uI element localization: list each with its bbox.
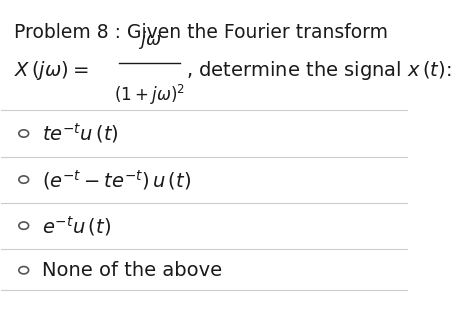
Text: , determine the signal $x\,(t)$:: , determine the signal $x\,(t)$: (186, 59, 451, 82)
Text: $X\,(j\omega) = $: $X\,(j\omega) = $ (14, 59, 88, 82)
Text: None of the above: None of the above (42, 261, 222, 280)
Text: $te^{-t}u\,(t)$: $te^{-t}u\,(t)$ (42, 122, 118, 145)
Text: $(e^{-t} - te^{-t})\,u\,(t)$: $(e^{-t} - te^{-t})\,u\,(t)$ (42, 168, 191, 192)
Text: $j\omega$: $j\omega$ (138, 29, 161, 51)
Text: Problem 8 : Given the Fourier transform: Problem 8 : Given the Fourier transform (14, 23, 388, 42)
Text: $(1+j\omega)^2$: $(1+j\omega)^2$ (114, 83, 185, 107)
Text: $e^{-t}u\,(t)$: $e^{-t}u\,(t)$ (42, 214, 111, 237)
